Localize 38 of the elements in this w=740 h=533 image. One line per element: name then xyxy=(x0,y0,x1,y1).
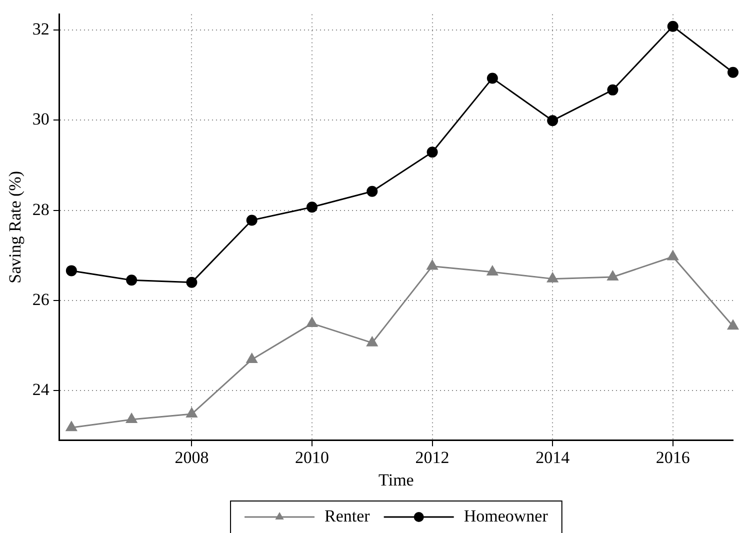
y-tick-label: 24 xyxy=(32,380,50,400)
point xyxy=(306,202,318,213)
point xyxy=(486,265,498,276)
point xyxy=(607,84,618,96)
point xyxy=(366,186,378,197)
x-tick-label: 2008 xyxy=(174,448,209,467)
x-tick-label: 2014 xyxy=(536,448,570,467)
point xyxy=(66,265,77,276)
point xyxy=(126,274,138,286)
point xyxy=(126,412,138,423)
point xyxy=(547,115,558,126)
y-tick-label: 30 xyxy=(32,110,50,129)
point xyxy=(606,270,619,281)
point xyxy=(426,259,438,270)
point xyxy=(65,420,78,432)
point xyxy=(486,72,498,84)
point xyxy=(306,316,318,327)
y-tick-label: 32 xyxy=(32,19,50,38)
y-tick-label: 26 xyxy=(32,290,50,309)
x-tick-label: 2012 xyxy=(415,448,450,467)
point xyxy=(726,319,740,330)
y-tick-label: 28 xyxy=(32,200,50,219)
y-axis-title: Saving Rate (%) xyxy=(6,171,25,284)
legend-label: Homeowner xyxy=(464,506,548,526)
point xyxy=(728,66,738,78)
point xyxy=(667,20,678,32)
point xyxy=(666,250,679,260)
point xyxy=(546,272,559,282)
point xyxy=(366,336,378,346)
legend-label: Renter xyxy=(324,506,370,526)
x-tick-label: 2010 xyxy=(295,448,329,467)
point xyxy=(246,352,258,364)
point xyxy=(186,407,198,418)
point xyxy=(186,276,198,288)
point xyxy=(246,214,258,226)
x-axis-title: Time xyxy=(378,470,414,490)
x-tick-label: 2016 xyxy=(656,448,690,467)
point xyxy=(426,146,438,158)
